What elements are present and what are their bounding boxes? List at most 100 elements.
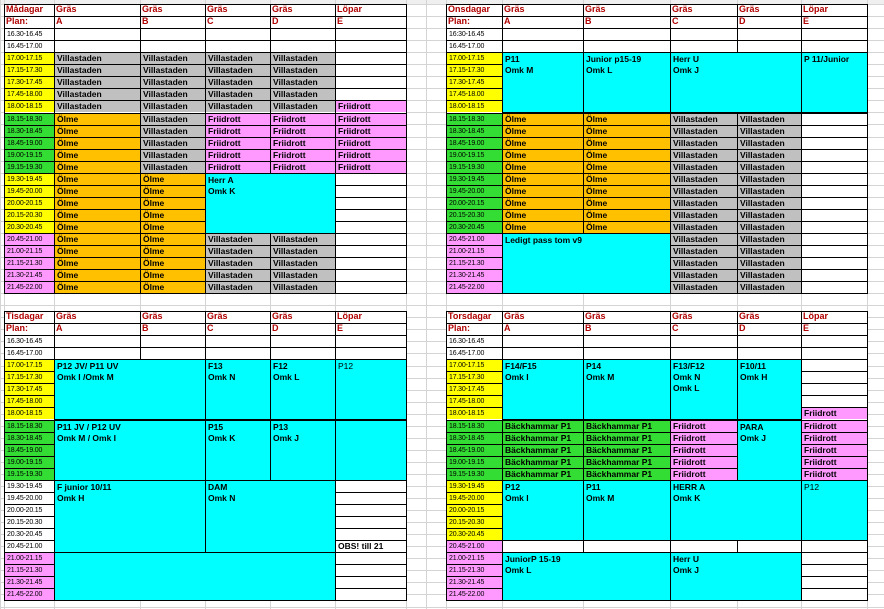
booking-cell: Ölme: [55, 234, 140, 245]
surface-label: Löpar: [803, 311, 829, 321]
gridline: [583, 0, 584, 609]
booking-cell: Bäckhammar P1: [503, 444, 583, 456]
plan-label: Plan:: [448, 323, 471, 334]
booking-cell: Villastaden: [55, 89, 140, 101]
booking-block: P11 Omk M: [502, 52, 584, 114]
booking-cell: Ölme: [584, 185, 670, 197]
gridline: [0, 534, 884, 535]
booking-cell: Villastaden: [141, 77, 205, 89]
surface-label: Gräs: [272, 4, 293, 14]
booking-cell: Villastaden: [206, 246, 270, 258]
surface-label: Gräs: [504, 4, 525, 14]
cell-border: [140, 4, 141, 294]
booking-cell: Friidrott: [271, 137, 335, 149]
booking-cell: Villastaden: [271, 270, 335, 282]
booking-block: P11 JV / P12 UV Omk M / Omk I: [54, 419, 206, 481]
cell-border: [446, 347, 867, 349]
time-slot: 21.30-21.45: [5, 270, 54, 282]
surface-label: Löpar: [337, 4, 363, 14]
booking-cell: Ölme: [55, 185, 140, 197]
gridline: [0, 607, 884, 608]
time-slot: 20.00-20.15: [447, 504, 502, 516]
surface-label: Gräs: [142, 311, 163, 321]
gridline: [0, 353, 884, 354]
booking-line: Herr U: [673, 54, 699, 65]
gridline: [502, 0, 503, 609]
time-slot: 16.30-16.45: [7, 31, 43, 39]
column-header-strip: [671, 0, 737, 4]
booking-cell: Ölme: [503, 149, 583, 161]
surface-label: Gräs: [739, 4, 760, 14]
booking-cell: Villastaden: [141, 89, 205, 101]
booking-cell: Friidrott: [206, 125, 270, 137]
booking-cell: Bäckhammar P1: [503, 456, 583, 468]
gridline: [205, 0, 206, 609]
field-label: A: [504, 16, 511, 27]
time-slot: 16.30-16.45: [449, 338, 485, 346]
cell-border: [583, 311, 584, 601]
booking-line: Omk N: [673, 372, 701, 383]
gridline: [0, 329, 884, 330]
cell-border: [446, 208, 867, 210]
booking-cell: Villastaden: [738, 197, 801, 209]
time-slot: 18.15-18.30: [447, 113, 502, 125]
booking-cell: Villastaden: [671, 161, 737, 173]
cell-border: [446, 455, 867, 457]
field-label: D: [739, 323, 746, 334]
booking-cell: Friidrott: [671, 444, 737, 456]
booking-cell: Villastaden: [738, 234, 801, 245]
time-slot: 18.00-18.15: [447, 101, 502, 113]
gridline: [335, 0, 336, 609]
time-slot: 18.00-18.15: [5, 408, 54, 420]
column-header-strip: [141, 0, 205, 4]
booking-cell: Ölme: [55, 197, 140, 209]
gridline: [0, 414, 884, 415]
cell-border: [446, 40, 867, 42]
time-slot: 20.45-21.00: [447, 234, 502, 245]
booking-cell: Villastaden: [738, 149, 801, 161]
time-slot: 17.45-18.00: [447, 89, 502, 101]
booking-block: P12: [801, 479, 868, 541]
gridline: [406, 0, 407, 609]
gridline: [801, 0, 802, 609]
plan-label: Plan:: [6, 16, 29, 27]
time-slot: 20.30-20.45: [5, 221, 54, 233]
booking-cell: Villastaden: [206, 258, 270, 270]
booking-block: HERR A Omk K: [670, 479, 802, 541]
column-header-strip: [1, 0, 4, 4]
booking-cell: Villastaden: [738, 270, 801, 282]
booking-line: Omk K: [208, 432, 236, 443]
booking-cell: Villastaden: [738, 246, 801, 258]
booking-cell: Ölme: [55, 173, 140, 185]
booking-block: Herr A Omk K: [205, 172, 336, 234]
time-slot: 19.45-20.00: [5, 185, 54, 197]
cell-border: [446, 335, 867, 337]
booking-cell: Ölme: [141, 234, 205, 245]
time-slot: 16.45-17.00: [449, 43, 485, 51]
booking-line: P 11/Junior: [804, 54, 850, 65]
booking-line: F13: [208, 361, 223, 372]
booking-cell: Villastaden: [55, 101, 140, 113]
booking-line: P11: [505, 54, 520, 65]
booking-cell: Villastaden: [671, 197, 737, 209]
booking-cell: Villastaden: [738, 113, 801, 125]
cell-border: [583, 4, 584, 294]
time-slot: 19.15-19.30: [447, 468, 502, 480]
booking-line: P14: [586, 361, 602, 372]
booking-cell: Villastaden: [671, 282, 737, 294]
cell-border: [446, 28, 867, 30]
gridline: [0, 124, 884, 125]
booking-cell: Villastaden: [738, 282, 801, 294]
time-slot: 17.00-17.15: [447, 53, 502, 65]
cell-border: [502, 311, 503, 601]
booking-cell: Ölme: [584, 221, 670, 233]
surface-label: Gräs: [585, 311, 606, 321]
time-slot: 20.00-20.15: [5, 197, 54, 209]
gridline: [0, 546, 884, 547]
booking-cell: Villastaden: [738, 173, 801, 185]
time-slot: 19.30-19.45: [447, 173, 502, 185]
booking-cell: Ölme: [584, 113, 670, 125]
field-label: B: [142, 16, 149, 27]
booking-line: Omk L: [505, 565, 532, 575]
